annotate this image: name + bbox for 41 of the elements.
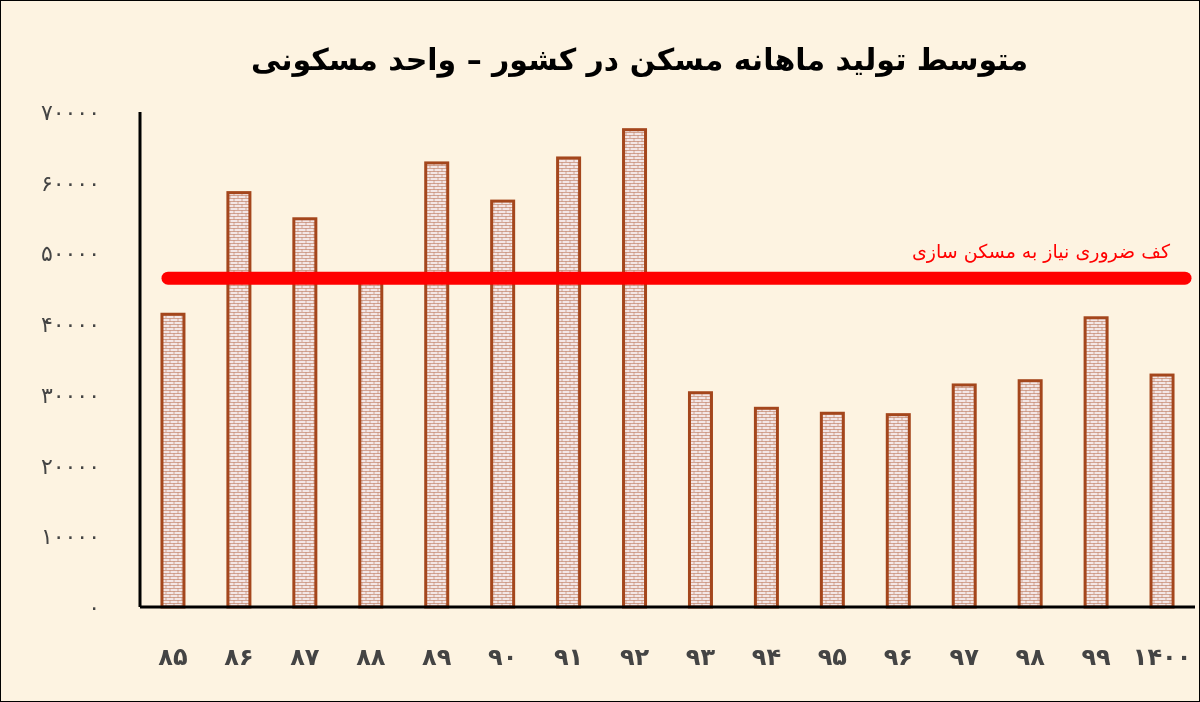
y-tick-label: ۴۰۰۰۰ [40, 312, 100, 338]
y-tick-label: ۰ [88, 595, 100, 620]
bar [1017, 379, 1043, 609]
bar [556, 156, 582, 609]
bar [226, 191, 252, 609]
x-tick-label: ۹۴ [751, 643, 782, 671]
y-tick-label: ۲۰۰۰۰ [40, 453, 100, 479]
bar [490, 199, 516, 609]
x-tick-label: ۹۱ [553, 643, 584, 671]
y-tick-label: ۵۰۰۰۰ [40, 241, 100, 267]
x-tick-label: ۹۳ [685, 643, 716, 671]
bar [292, 217, 318, 609]
x-tick-label: ۹۶ [883, 643, 913, 671]
y-tick-label: ۶۰۰۰۰ [40, 170, 100, 196]
x-tick-label: ۸۸ [356, 643, 386, 671]
bar [819, 411, 845, 609]
bar [1083, 316, 1109, 609]
x-tick-label: ۸۷ [290, 643, 320, 671]
y-tick-label: ۱۰۰۰۰ [40, 524, 100, 550]
x-tick-label: ۱۴۰۰ [1132, 643, 1192, 671]
bar [622, 128, 648, 609]
x-tick-label: ۹۸ [1015, 643, 1046, 671]
bar [951, 383, 977, 609]
y-tick-label: ۷۰۰۰۰ [40, 100, 100, 125]
x-tick-label: ۸۶ [224, 643, 254, 671]
x-tick-label: ۹۰ [488, 643, 518, 671]
x-tick-label: ۹۹ [1081, 643, 1112, 671]
bar [424, 161, 450, 609]
x-tick-label: ۹۲ [619, 643, 650, 671]
bar [885, 413, 911, 609]
x-tick-label: ۹۵ [817, 643, 847, 671]
bar [687, 391, 713, 609]
bar [753, 406, 779, 609]
y-tick-label: ۳۰۰۰۰ [40, 382, 100, 408]
x-tick-label: ۸۵ [158, 643, 188, 671]
x-tick-label: ۸۹ [422, 643, 452, 671]
bar [160, 312, 186, 609]
x-tick-label: ۹۷ [949, 643, 980, 671]
bar [1149, 373, 1175, 609]
ref-line-label: کف ضروری نیاز به مسکن سازی [911, 240, 1171, 264]
chart-title: متوسط تولید ماهانه مسکن در کشور – واحد مسکونی [250, 42, 1029, 78]
